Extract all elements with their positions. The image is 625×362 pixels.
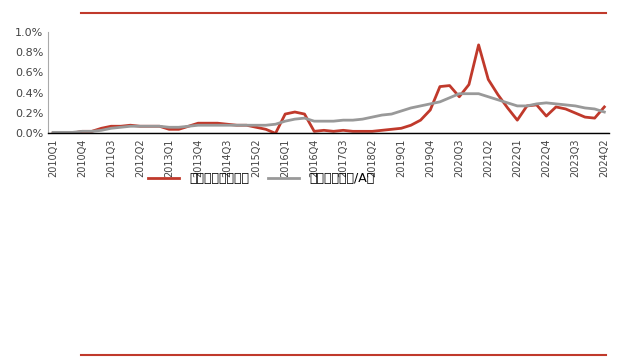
休闲食品配置比例 [601,105,608,109]
休闲食品配置比例 [475,43,482,47]
休闲食品配置比例 [533,103,541,107]
休闲食品市值/A股 [601,110,608,114]
休闲食品市值/A股 [456,92,463,96]
休闲食品配置比例 [426,108,434,112]
Line: 休闲食品配置比例: 休闲食品配置比例 [53,45,604,133]
休闲食品配置比例 [185,124,192,129]
休闲食品市值/A股 [581,106,589,110]
Line: 休闲食品市值/A股: 休闲食品市值/A股 [53,94,604,132]
Legend: 休闲食品配置比例, 休闲食品市值/A股: 休闲食品配置比例, 休闲食品市值/A股 [143,167,379,190]
休闲食品市值/A股 [465,92,472,96]
休闲食品市值/A股 [175,125,182,130]
休闲食品配置比例 [465,83,472,87]
休闲食品配置比例 [272,131,279,135]
休闲食品市值/A股 [185,124,192,129]
休闲食品市值/A股 [49,130,57,135]
休闲食品配置比例 [581,115,589,119]
休闲食品市值/A股 [523,104,531,108]
休闲食品配置比例 [175,127,182,131]
休闲食品市值/A股 [417,104,424,108]
休闲食品配置比例 [49,131,57,135]
